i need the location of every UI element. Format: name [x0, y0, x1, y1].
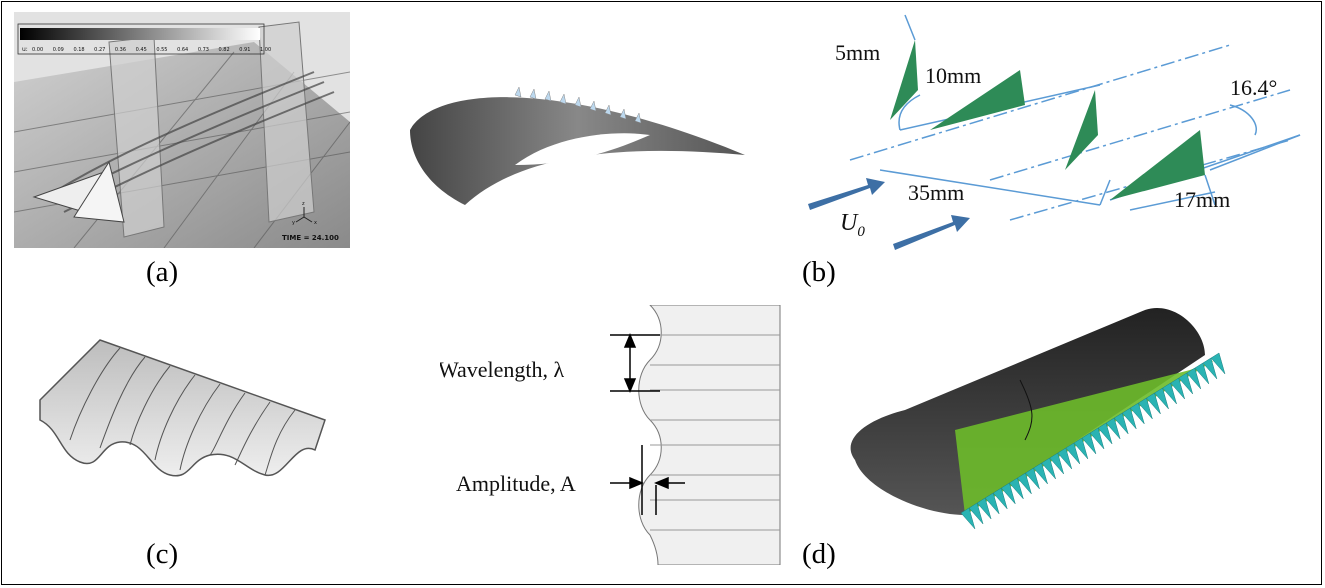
- caption-d: (d): [802, 538, 836, 570]
- serration-tooth: [1033, 462, 1048, 485]
- serration-tooth: [1170, 377, 1185, 400]
- serration-tooth: [976, 497, 992, 520]
- axis-triad-icon: [295, 207, 313, 223]
- colorbar-tick-label: 1.00: [260, 47, 271, 53]
- caption-c: (c): [146, 538, 179, 570]
- colorbar-tick-label: 0.00: [32, 47, 43, 53]
- simulation-render: u: 0.00 0.09 0.18 0.27 0.36 0.45 0.55 0.64 0.73 0…: [13, 12, 351, 249]
- serration-tooth: [1081, 432, 1097, 455]
- panel-d-serrated-wing: [845, 300, 1260, 538]
- serration-tooth: [960, 507, 976, 530]
- vane-shapes: [890, 40, 1205, 200]
- serration-tooth: [1049, 452, 1064, 475]
- amplitude-label: Amplitude, A: [456, 471, 576, 496]
- panel-wavy-schematic: Wavelength, λ Amplitude, A: [438, 304, 800, 566]
- serration-tooth: [1162, 382, 1177, 405]
- serration-tooth: [1138, 397, 1153, 420]
- serration-tooth: [1025, 467, 1040, 490]
- caption-a: (a): [146, 256, 179, 288]
- colorbar-prefix: u:: [22, 46, 28, 53]
- wavelength-dimension: [610, 333, 660, 393]
- panel-airfoil-vg: [405, 75, 750, 225]
- colorbar-tick-label: 0.55: [156, 47, 167, 53]
- colorbar-tick-label: 0.09: [53, 47, 64, 53]
- flow-arrows: [808, 178, 970, 250]
- serration-tooth: [1154, 387, 1169, 410]
- serration-tooth: [1097, 422, 1113, 445]
- caption-b: (b): [802, 256, 836, 288]
- serration-tooth: [1073, 437, 1089, 460]
- serration-tooth: [1186, 367, 1202, 390]
- serration-tooth: [1121, 407, 1137, 430]
- serration-tooth: [1194, 362, 1210, 385]
- serration-tooth: [1129, 402, 1145, 425]
- dimension-35mm: 35mm: [908, 180, 964, 205]
- colorbar-tick-label: 0.82: [219, 47, 230, 53]
- colorbar-tick-label: 0.91: [239, 47, 250, 53]
- freestream-velocity-label: U0: [840, 210, 865, 240]
- colorbar-tick-label: 0.45: [136, 47, 147, 53]
- dimension-angle: 16.4°: [1230, 75, 1277, 100]
- panel-c-wavy-wing: [30, 330, 330, 490]
- colorbar-tick-label: 0.73: [198, 47, 209, 53]
- axis-x-label: x: [314, 220, 317, 226]
- serration-tooth: [1113, 412, 1129, 435]
- serration-tooth: [1146, 392, 1161, 415]
- airfoil-vortex-generator-render: [410, 86, 745, 205]
- serration-tooth: [1210, 352, 1226, 375]
- vg-dimension-diagram: 5mm 10mm 35mm 17mm 16.4° U0: [808, 14, 1301, 250]
- colorbar-tick-label: 0.64: [177, 47, 188, 53]
- time-label: TIME = 24.100: [282, 234, 339, 242]
- serration-tooth: [1105, 417, 1121, 440]
- panel-b-vg-geometry: 5mm 10mm 35mm 17mm 16.4° U0: [800, 10, 1310, 255]
- serration-tooth: [968, 502, 984, 525]
- colorbar: [20, 28, 260, 40]
- panel-a-simulation: u: 0.00 0.09 0.18 0.27 0.36 0.45 0.55 0.64 0.73 0…: [13, 12, 351, 249]
- colorbar-tick-label: 0.36: [115, 47, 126, 53]
- wavelength-label: Wavelength, λ: [440, 357, 565, 382]
- colorbar-tick-label: 0.18: [73, 47, 84, 53]
- serration-tooth: [1089, 427, 1105, 450]
- serration-tooth: [1017, 472, 1032, 495]
- colorbar-ticks: 0.00 0.09 0.18 0.27 0.36 0.45 0.55 0.64 0.73 0.82…: [32, 47, 271, 53]
- serration-tooth: [992, 487, 1008, 510]
- dimension-5mm: 5mm: [835, 40, 880, 65]
- serration-tooth: [1065, 442, 1081, 465]
- serration-tooth: [1202, 357, 1218, 380]
- serration-tooth: [1000, 482, 1016, 505]
- serration-tooth: [1041, 457, 1056, 480]
- dimension-10mm: 10mm: [925, 63, 981, 88]
- dimension-17mm: 17mm: [1174, 187, 1230, 212]
- serration-tooth: [1178, 372, 1193, 395]
- axis-y-label: y: [292, 220, 295, 226]
- serrated-trailing-edge-render: [850, 308, 1226, 530]
- amplitude-dimension: [610, 445, 685, 515]
- vortex-generators: [514, 86, 642, 124]
- serration-tooth: [1057, 447, 1073, 470]
- wavy-leading-edge-render: [39, 339, 326, 477]
- wavelength-amplitude-diagram: Wavelength, λ Amplitude, A: [438, 304, 781, 566]
- colorbar-tick-label: 0.27: [94, 47, 105, 53]
- axis-z-label: z: [302, 201, 305, 207]
- serration-teeth: [960, 352, 1226, 530]
- serration-tooth: [1009, 477, 1024, 500]
- serration-tooth: [984, 492, 1000, 515]
